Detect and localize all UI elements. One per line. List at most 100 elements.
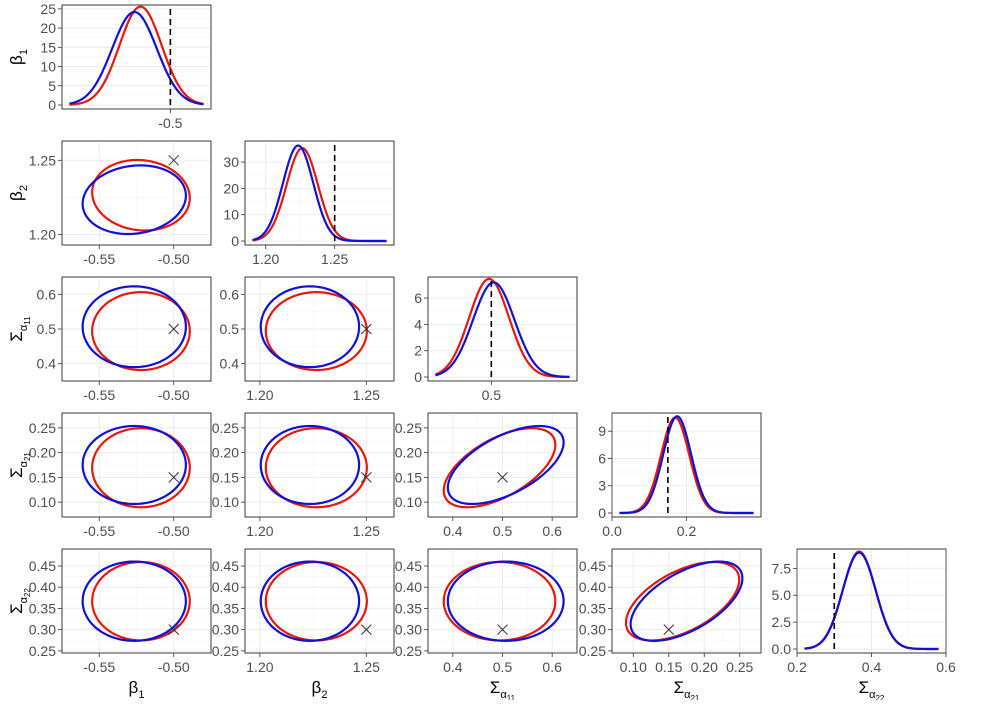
- contour-sigma22-vs-beta1-border: [61, 548, 212, 654]
- density-sigma22-tick-label-y: 2.5: [772, 614, 792, 630]
- y-axis-title-beta2: β2: [7, 185, 30, 201]
- contour-sigma22-vs-sigma11-tick-label-y: 0.40: [395, 579, 422, 595]
- contours-sigma11-vs-beta2: [259, 285, 372, 372]
- contours-sigma21-vs-beta2: [259, 424, 372, 509]
- contour-sigma21-vs-sigma11-tick-label-y: 0.20: [395, 445, 422, 461]
- contour-sigma11-vs-beta1-tick-label-x: -0.50: [158, 387, 190, 403]
- contour-sigma21-vs-sigma11-tick-label-y: 0.10: [395, 494, 422, 510]
- contour-sigma11-vs-beta2-tick-label-y: 0.6: [220, 286, 240, 302]
- contours-sigma21-vs-beta1: [81, 424, 191, 509]
- true-value-marker: [168, 154, 180, 166]
- density-sigma21-tick-label-x: 0.0: [602, 523, 622, 539]
- x-axis-title-beta1: β1: [129, 678, 145, 700]
- density-sigma11-tick-label-y: 4: [414, 316, 422, 332]
- density-beta1-tick-label-y: 15: [40, 39, 56, 55]
- contour-beta2-vs-beta1-border: [61, 140, 212, 246]
- contour-sigma22-vs-sigma21-tick-label-x: 0.25: [726, 659, 753, 675]
- contour-sigma22-vs-beta2-tick-label-x: 1.25: [353, 659, 380, 675]
- true-value-marker-stroke-b: [168, 323, 180, 335]
- density-beta1-tick-label-y: 20: [40, 20, 56, 36]
- density-curve-series-2: [435, 281, 570, 378]
- contour-sigma22-vs-sigma21-tick-label-x: 0.20: [691, 659, 718, 675]
- true-value-marker-stroke-b: [168, 154, 180, 166]
- panel-beta2-vs-beta2: 1.20 1.25 0 10 20 30: [223, 140, 395, 267]
- contour-sigma21-vs-beta1-tick-label-x: -0.50: [158, 523, 190, 539]
- panel-beta1-vs-beta1: -0.5 0 5 10 15 20 25: [40, 1, 212, 131]
- true-value-marker-stroke-b: [168, 472, 180, 483]
- contour-series-2: [81, 164, 187, 236]
- contour-sigma21-vs-sigma11-tick-label-x: 0.4: [443, 523, 463, 539]
- density-curve-series-1: [69, 5, 204, 106]
- true-value-marker-stroke-b: [663, 624, 675, 636]
- contour-series-2: [629, 560, 744, 642]
- contour-sigma21-vs-beta2-tick-label-x: 1.20: [246, 523, 273, 539]
- contour-sigma22-vs-beta1-tick-label-y: 0.45: [29, 558, 56, 574]
- contour-sigma22-vs-beta1-tick-label-x: -0.55: [83, 659, 115, 675]
- density-beta2-border: [244, 140, 395, 246]
- true-value-marker-stroke-b: [497, 472, 508, 483]
- panel-sigma11-vs-beta2: 1.20 1.25 0.4 0.5 0.6: [220, 276, 395, 403]
- y-axis-title-sigma11: Σα11: [7, 316, 32, 342]
- true-value-marker: [168, 624, 180, 636]
- density-curve-series-2: [69, 10, 204, 106]
- contour-sigma22-vs-beta1-tick-label-x: -0.50: [158, 659, 190, 675]
- contour-beta2-vs-beta1-tick-label-x: -0.50: [158, 251, 190, 267]
- panel-sigma22-vs-sigma11: 0.4 0.5 0.6 0.25 0.30 0.35 0.40 0.45: [395, 548, 578, 675]
- contour-sigma22-vs-beta2-tick-label-y: 0.40: [212, 579, 239, 595]
- contours-sigma22-vs-sigma21: [624, 560, 744, 642]
- density-sigma21-tick-label-y: 6: [598, 450, 606, 466]
- density-sigma21-tick-label-y: 0: [598, 505, 606, 521]
- contour-sigma22-vs-sigma11-border: [427, 548, 578, 654]
- contour-sigma22-vs-sigma21-border: [611, 548, 762, 654]
- contour-series-1: [264, 560, 368, 642]
- density-beta1-tick-label-x: -0.5: [158, 115, 182, 131]
- panel-sigma11-vs-sigma11: 0.5 0 2 4 6: [414, 276, 578, 403]
- density-sigma11-tick-label-x: 0.5: [482, 387, 502, 403]
- contour-series-1: [91, 291, 191, 372]
- x-axis-title-beta2: β2: [312, 678, 328, 700]
- contour-sigma21-vs-beta1-tick-label-y: 0.15: [29, 469, 56, 485]
- density-sigma11-tick-label-y: 6: [414, 290, 422, 306]
- contour-sigma22-vs-sigma11-tick-label-y: 0.25: [395, 643, 422, 659]
- density-beta2-tick-label-y: 10: [223, 207, 239, 223]
- density-sigma22-border: [796, 548, 947, 654]
- contour-series-2: [259, 560, 361, 642]
- panel-beta2-vs-beta1: -0.55 -0.50 1.20 1.25: [29, 140, 212, 267]
- contour-sigma21-vs-beta1-tick-label-y: 0.10: [29, 494, 56, 510]
- density-beta1-tick-label-y: 0: [48, 97, 56, 113]
- contour-sigma21-vs-sigma11-border: [427, 412, 578, 518]
- density-beta2-tick-label-x: 1.20: [252, 251, 279, 267]
- contour-series-1: [264, 291, 368, 372]
- density-sigma21-tick-label-y: 3: [598, 478, 606, 494]
- panel-sigma21-vs-sigma21: 0.0 0.2 0 3 6 9: [598, 412, 762, 539]
- contour-sigma22-vs-sigma21-tick-label-y: 0.45: [579, 558, 606, 574]
- contour-sigma22-vs-beta2-background: [244, 548, 395, 654]
- contour-sigma21-vs-beta2-tick-label-y: 0.20: [212, 445, 239, 461]
- contour-sigma22-vs-beta1-tick-label-y: 0.35: [29, 600, 56, 616]
- contour-sigma11-vs-beta2-tick-label-x: 1.25: [353, 387, 380, 403]
- density-beta1-tick-label-y: 5: [48, 78, 56, 94]
- contour-series-2: [81, 424, 187, 506]
- contour-sigma22-vs-beta2-tick-label-x: 1.20: [246, 659, 273, 675]
- contour-sigma22-vs-sigma21-tick-label-y: 0.35: [579, 600, 606, 616]
- density-curves-sigma21: [619, 415, 754, 517]
- contour-sigma11-vs-beta1-tick-label-y: 0.6: [37, 286, 57, 302]
- density-beta2-tick-label-y: 30: [223, 154, 239, 170]
- contour-sigma22-vs-beta2-tick-label-y: 0.25: [212, 643, 239, 659]
- panel-sigma21-vs-beta1: -0.55 -0.50 0.10 0.15 0.20 0.25: [29, 412, 212, 539]
- true-value-marker: [497, 624, 508, 636]
- contour-series-2: [259, 285, 361, 369]
- contours-sigma21-vs-sigma11: [442, 424, 565, 509]
- true-value-marker-stroke-b: [497, 624, 508, 636]
- contour-sigma22-vs-sigma11-tick-label-x: 0.5: [493, 659, 513, 675]
- contour-sigma11-vs-beta1-tick-label-y: 0.4: [37, 356, 57, 372]
- contour-sigma22-vs-sigma21-tick-label-y: 0.30: [579, 622, 606, 638]
- contour-series-1: [91, 560, 191, 642]
- true-value-marker: [360, 323, 372, 335]
- contour-series-2: [259, 424, 361, 506]
- panel-sigma21-vs-beta2: 1.20 1.25 0.10 0.15 0.20 0.25: [212, 412, 395, 539]
- density-sigma21-border: [611, 412, 762, 518]
- contour-sigma21-vs-sigma11-tick-label-y: 0.15: [395, 469, 422, 485]
- contour-sigma22-vs-beta1-tick-label-y: 0.40: [29, 579, 56, 595]
